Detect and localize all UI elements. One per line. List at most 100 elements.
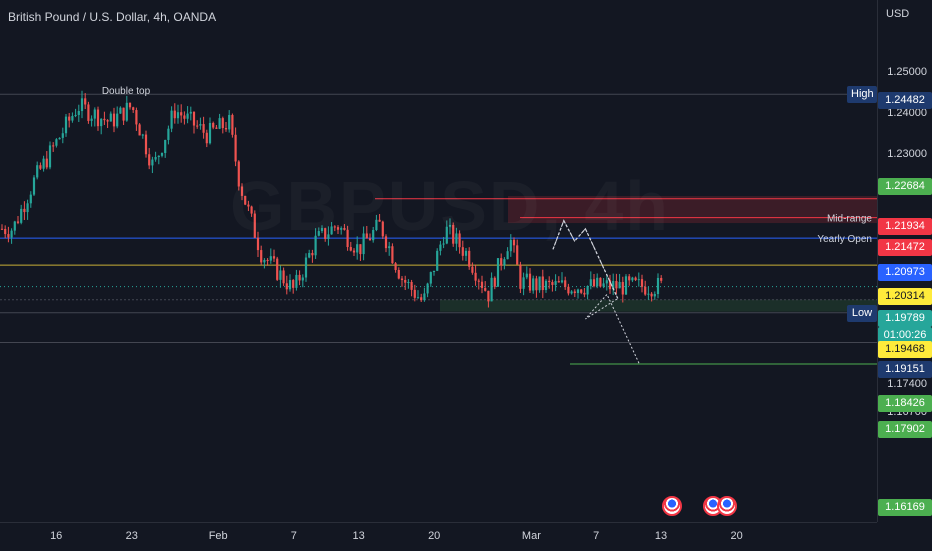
price-tag[interactable]: 1.16169: [878, 499, 932, 516]
candle-body[interactable]: [628, 276, 631, 281]
price-tag[interactable]: 1.19151: [878, 361, 932, 378]
candle-body[interactable]: [583, 292, 586, 295]
candle-body[interactable]: [26, 203, 29, 213]
candle[interactable]: [615, 273, 618, 295]
candle-body[interactable]: [413, 289, 416, 298]
candle-body[interactable]: [218, 118, 221, 129]
candle[interactable]: [327, 226, 330, 246]
candle-body[interactable]: [461, 247, 464, 256]
candle[interactable]: [487, 290, 490, 308]
candle[interactable]: [407, 279, 410, 289]
candle-body[interactable]: [352, 250, 356, 253]
candle-body[interactable]: [464, 250, 468, 256]
candle[interactable]: [218, 113, 221, 130]
candle[interactable]: [324, 227, 327, 242]
candle-body[interactable]: [474, 272, 477, 281]
candle-body[interactable]: [439, 244, 442, 251]
candle-body[interactable]: [314, 235, 317, 256]
candle-body[interactable]: [212, 122, 215, 128]
candle[interactable]: [637, 272, 640, 287]
candle-body[interactable]: [567, 286, 570, 294]
candle[interactable]: [311, 249, 314, 263]
candle-body[interactable]: [538, 276, 541, 291]
candle-body[interactable]: [333, 226, 336, 228]
candle[interactable]: [13, 220, 16, 235]
candle[interactable]: [653, 291, 656, 300]
candle[interactable]: [391, 243, 394, 264]
candle-body[interactable]: [365, 233, 368, 239]
candle-body[interactable]: [500, 258, 503, 266]
candle-body[interactable]: [292, 280, 295, 288]
low-label-box[interactable]: Low: [847, 304, 877, 322]
candle-body[interactable]: [372, 229, 375, 241]
candle-body[interactable]: [128, 102, 132, 108]
candle-body[interactable]: [93, 109, 96, 119]
candle[interactable]: [32, 175, 36, 197]
candle[interactable]: [455, 227, 458, 251]
candle[interactable]: [445, 220, 448, 245]
candle-body[interactable]: [480, 281, 484, 288]
candle-body[interactable]: [122, 107, 125, 121]
candle-body[interactable]: [468, 250, 471, 267]
candle[interactable]: [375, 214, 378, 232]
candle[interactable]: [180, 104, 183, 123]
candle-body[interactable]: [608, 280, 612, 290]
candle[interactable]: [228, 110, 231, 133]
candle[interactable]: [208, 117, 212, 145]
currency-unit[interactable]: USD: [886, 8, 910, 20]
candle-body[interactable]: [173, 110, 176, 119]
candle-body[interactable]: [388, 246, 391, 249]
candle[interactable]: [650, 292, 653, 302]
candle-body[interactable]: [116, 113, 119, 127]
candle[interactable]: [397, 267, 400, 280]
candle[interactable]: [292, 278, 295, 294]
candle-body[interactable]: [535, 278, 538, 291]
candle-body[interactable]: [237, 161, 240, 187]
candle-body[interactable]: [256, 237, 260, 251]
us-flag-icon[interactable]: [662, 496, 682, 516]
candle-body[interactable]: [400, 278, 404, 281]
candle[interactable]: [96, 106, 100, 131]
candle[interactable]: [535, 275, 538, 298]
candle[interactable]: [618, 273, 621, 289]
candle-body[interactable]: [298, 274, 301, 281]
candle[interactable]: [148, 148, 151, 170]
candle[interactable]: [471, 262, 474, 275]
price-tag[interactable]: 1.20973: [878, 264, 932, 281]
candle-body[interactable]: [506, 251, 509, 260]
candle-body[interactable]: [29, 194, 32, 204]
candle[interactable]: [528, 268, 532, 293]
candle-body[interactable]: [276, 258, 279, 280]
candle-body[interactable]: [359, 244, 362, 255]
candle-body[interactable]: [55, 139, 58, 146]
candle[interactable]: [340, 226, 343, 235]
candle-body[interactable]: [650, 293, 653, 297]
candle-body[interactable]: [522, 277, 525, 289]
candle-body[interactable]: [87, 104, 90, 121]
candle-body[interactable]: [4, 228, 7, 235]
candle[interactable]: [452, 222, 455, 247]
candle[interactable]: [7, 226, 10, 243]
candle-body[interactable]: [458, 233, 461, 248]
candle-body[interactable]: [151, 159, 154, 166]
candle-body[interactable]: [61, 133, 64, 138]
candle[interactable]: [480, 275, 484, 294]
candle-body[interactable]: [157, 155, 160, 158]
candle[interactable]: [103, 111, 106, 125]
candle-body[interactable]: [644, 286, 647, 295]
candle-body[interactable]: [295, 274, 298, 288]
candle[interactable]: [359, 244, 362, 261]
candle-body[interactable]: [154, 157, 157, 160]
candle-body[interactable]: [260, 250, 263, 263]
candle[interactable]: [10, 228, 13, 244]
candle[interactable]: [356, 236, 359, 260]
candle-body[interactable]: [349, 247, 352, 251]
candle-body[interactable]: [432, 270, 436, 273]
candle-body[interactable]: [525, 273, 528, 278]
candle-body[interactable]: [445, 226, 448, 244]
candle[interactable]: [29, 191, 32, 208]
candle-body[interactable]: [420, 297, 423, 301]
candle[interactable]: [503, 257, 506, 270]
candle[interactable]: [474, 264, 477, 286]
candle[interactable]: [68, 113, 71, 128]
